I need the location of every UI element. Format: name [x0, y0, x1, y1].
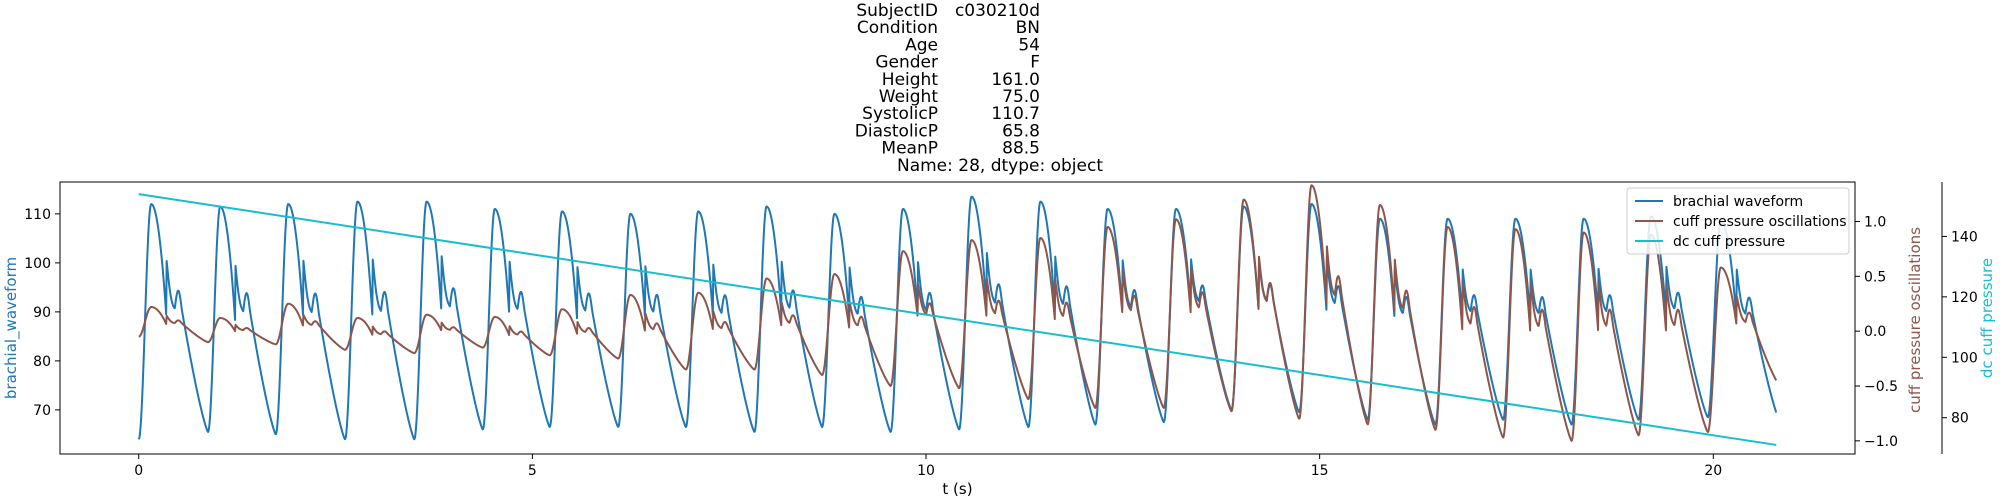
title-key: SystolicP: [862, 104, 938, 124]
y-left-tick-label: 80: [33, 354, 51, 370]
y-right1-tick-label: 0.0: [1864, 324, 1886, 340]
y-right2-tick-label: 140: [1951, 229, 1978, 245]
y-right1-tick-label: 1.0: [1864, 214, 1886, 230]
title-key: Age: [905, 35, 938, 55]
series-line-2: [138, 184, 1778, 442]
plot-frame: [59, 181, 1856, 455]
title-value: 54: [1018, 35, 1040, 55]
title-key: SubjectID: [856, 1, 938, 21]
y-right2-axis-label: dc cuff pressure: [1978, 258, 1996, 378]
y-right2-tick-label: 100: [1951, 350, 1978, 366]
title-value: 65.8: [1002, 121, 1040, 141]
title-value: 88.5: [1002, 139, 1040, 159]
y-right2-tick-label: 120: [1951, 290, 1978, 306]
y-right1-axis-label: cuff pressure oscillations: [1906, 227, 1924, 413]
legend-box: [1626, 187, 1850, 255]
series-lines: [137, 184, 1778, 446]
y-right1-tick-label: −1.0: [1864, 434, 1898, 450]
title-key: Condition: [857, 18, 938, 38]
title-key: DiastolicP: [855, 121, 938, 141]
y-right1-tick-label: −0.5: [1864, 379, 1898, 395]
y-left-axis-label: brachial_waveform: [2, 257, 21, 399]
y-right1-tick-label: 0.5: [1864, 269, 1886, 285]
legend-entry: dc cuff pressure: [1673, 234, 1785, 250]
x-tick-label: 0: [134, 463, 143, 479]
y-left-tick-label: 70: [33, 403, 51, 419]
title-value: 75.0: [1002, 87, 1040, 107]
series-line-3: [138, 193, 1777, 446]
title-key: MeanP: [881, 139, 938, 159]
y-left-tick-label: 100: [24, 256, 51, 272]
x-tick-label: 5: [528, 463, 537, 479]
title-value: BN: [1016, 18, 1040, 38]
title-key: Gender: [875, 53, 938, 73]
title-value: 161.0: [991, 70, 1040, 90]
chart-title: SubjectID c030210d Condition BN Age 54 Gender F…: [855, 1, 1104, 176]
legend: brachial waveform cuff pressure oscillati…: [1626, 187, 1850, 255]
title-value: 110.7: [991, 104, 1040, 124]
x-axis-label: t (s): [942, 480, 972, 498]
series-line-1: [137, 195, 1778, 441]
legend-entry: brachial waveform: [1673, 194, 1803, 210]
y-left-tick-label: 90: [33, 305, 51, 321]
title-value: c030210d: [955, 1, 1040, 21]
x-tick-label: 20: [1704, 463, 1722, 479]
title-key: Height: [882, 70, 939, 90]
y-right2-tick-label: 80: [1951, 411, 1969, 427]
x-tick-label: 15: [1311, 463, 1329, 479]
y-left-tick-label: 110: [24, 207, 51, 223]
legend-entry: cuff pressure oscillations: [1673, 214, 1847, 230]
title-value: F: [1030, 53, 1040, 73]
x-tick-label: 10: [917, 463, 935, 479]
title-footer: Name: 28, dtype: object: [897, 156, 1103, 176]
title-key: Weight: [879, 87, 939, 107]
